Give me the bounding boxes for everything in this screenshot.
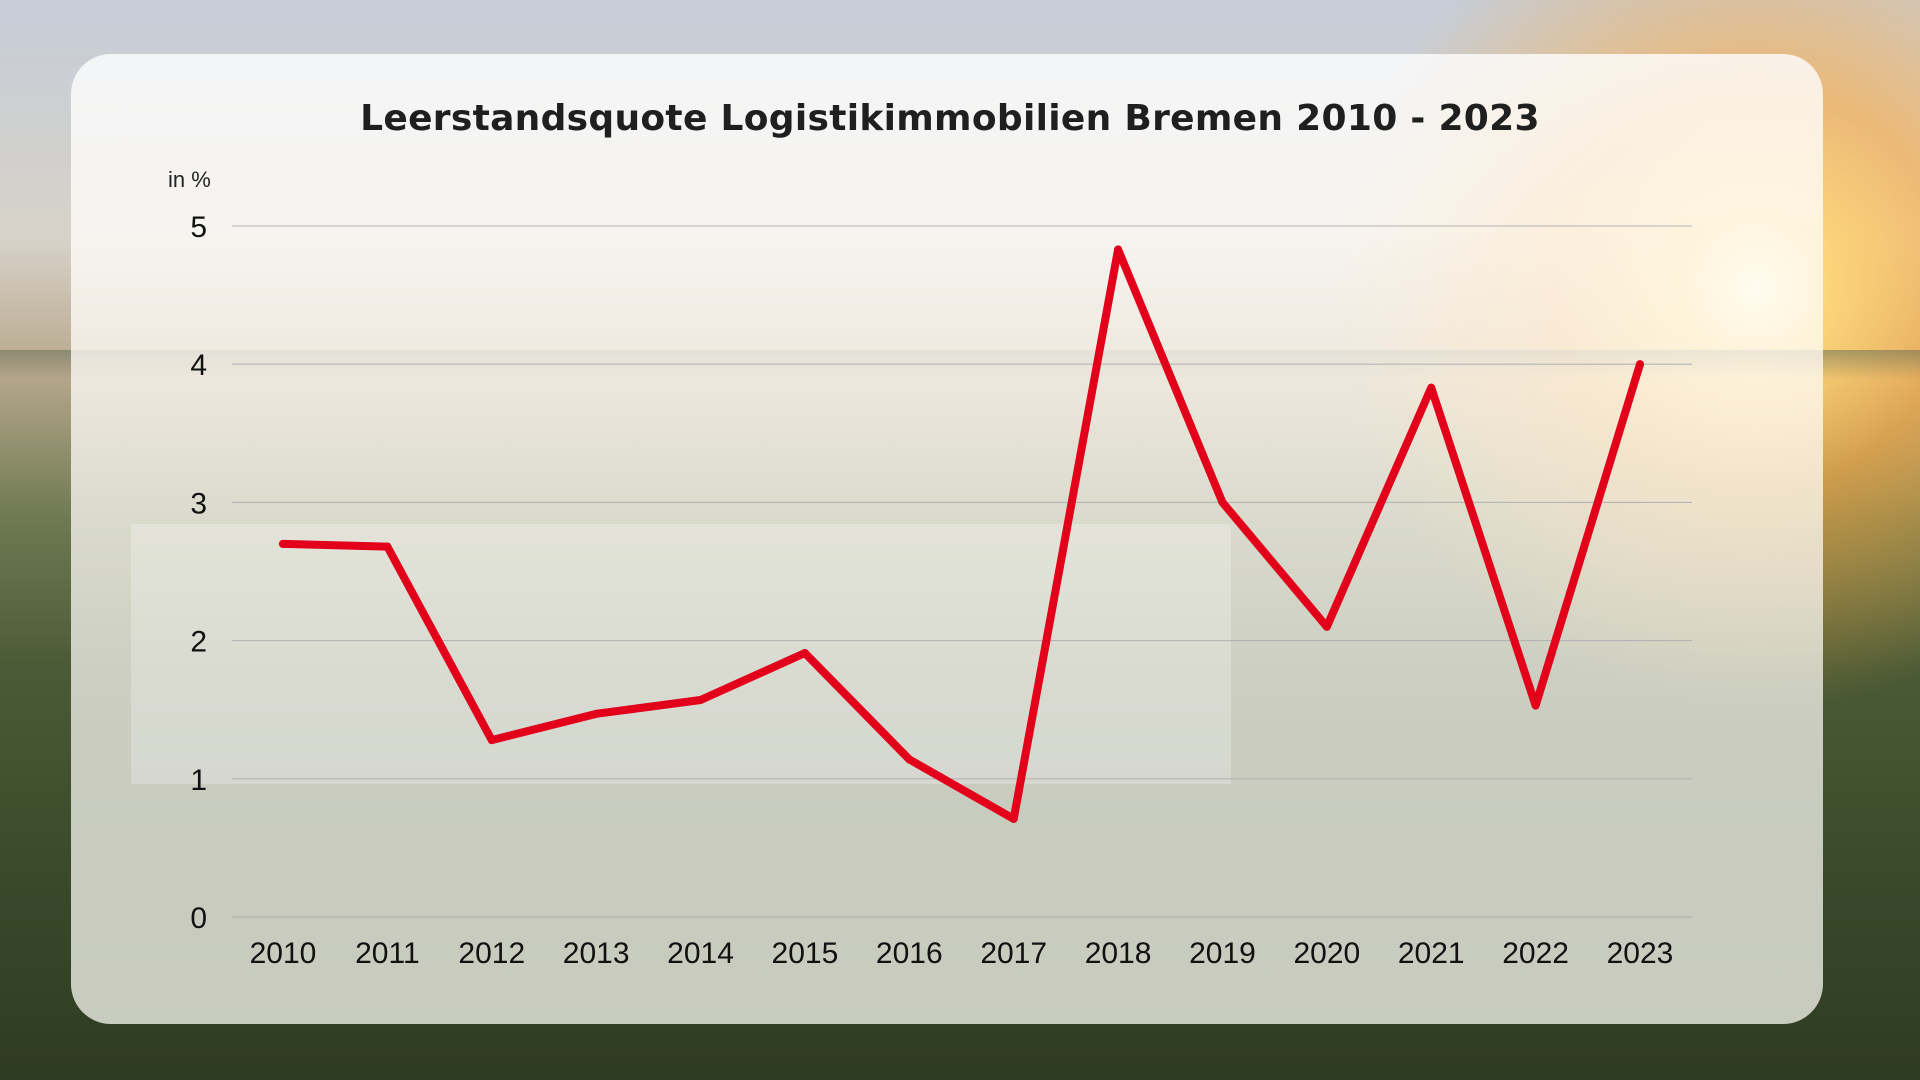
series-lines bbox=[279, 245, 1644, 823]
grid-lines bbox=[232, 225, 1692, 918]
data-point-2015 bbox=[800, 649, 809, 658]
data-point-2014 bbox=[696, 696, 705, 705]
y-tick-label: 1 bbox=[190, 764, 207, 797]
data-point-2020 bbox=[1322, 622, 1331, 631]
x-tick-label: 2016 bbox=[876, 937, 943, 970]
y-tick-label: 2 bbox=[190, 626, 207, 659]
data-point-2012 bbox=[487, 736, 496, 745]
data-point-2011 bbox=[383, 542, 392, 551]
chart-panel bbox=[71, 54, 1823, 1024]
data-point-2018 bbox=[1114, 245, 1123, 254]
y-tick-label: 0 bbox=[190, 902, 207, 935]
x-tick-label: 2019 bbox=[1189, 937, 1256, 970]
series-line bbox=[279, 245, 1644, 823]
x-tick-label: 2021 bbox=[1398, 937, 1465, 970]
x-tick-label: 2015 bbox=[772, 937, 839, 970]
data-point-2013 bbox=[592, 709, 601, 718]
x-tick-label: 2010 bbox=[250, 937, 317, 970]
x-tick-label: 2012 bbox=[458, 937, 525, 970]
y-tick-labels: 0 1 2 3 4 5 bbox=[190, 211, 207, 935]
background-trees bbox=[71, 784, 1823, 1024]
y-tick-label: 5 bbox=[190, 211, 207, 244]
data-point-2021 bbox=[1427, 383, 1436, 392]
data-point-2017 bbox=[1009, 814, 1018, 823]
y-axis-unit-label: in % bbox=[168, 167, 211, 192]
x-tick-label: 2018 bbox=[1085, 937, 1152, 970]
x-tick-label: 2023 bbox=[1607, 937, 1674, 970]
x-tick-label: 2017 bbox=[980, 937, 1047, 970]
x-tick-label: 2020 bbox=[1293, 937, 1360, 970]
y-tick-label: 3 bbox=[190, 487, 207, 520]
y-tick-label: 4 bbox=[190, 349, 207, 382]
x-tick-label: 2014 bbox=[667, 937, 734, 970]
chart-title: Leerstandsquote Logistikimmobilien Breme… bbox=[360, 98, 1540, 139]
x-tick-label: 2022 bbox=[1502, 937, 1569, 970]
x-tick-label: 2011 bbox=[355, 937, 420, 970]
data-point-2023 bbox=[1636, 360, 1644, 369]
x-tick-labels: 2010 2011 2012 2013 2014 2015 2016 2017 2018 2019… bbox=[250, 937, 1674, 970]
data-point-2016 bbox=[905, 755, 914, 764]
data-point-2019 bbox=[1218, 498, 1227, 507]
data-point-2010 bbox=[279, 539, 287, 548]
data-point-2022 bbox=[1531, 701, 1540, 710]
x-tick-label: 2013 bbox=[563, 937, 630, 970]
